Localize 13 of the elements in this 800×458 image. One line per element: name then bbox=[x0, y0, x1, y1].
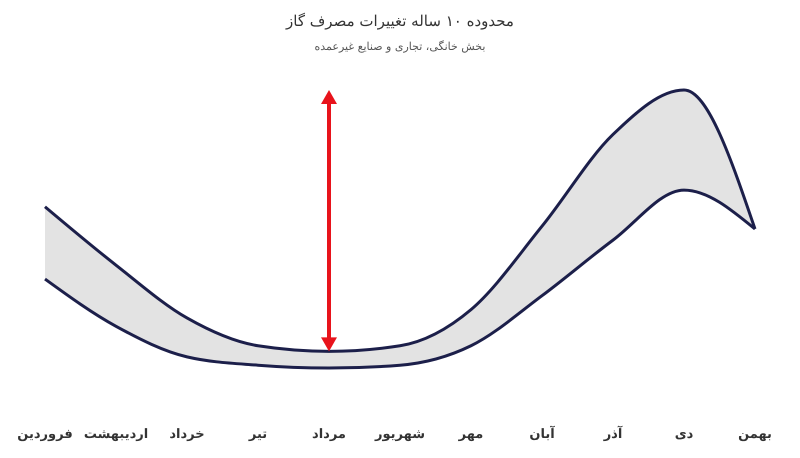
chart-title: محدوده ۱۰ ساله تغییرات مصرف گاز bbox=[285, 12, 514, 30]
x-tick-label: خرداد bbox=[169, 427, 205, 442]
x-tick-label: اردیبهشت bbox=[84, 427, 148, 442]
x-tick-label: مرداد bbox=[312, 427, 346, 442]
x-tick-label: فروردین bbox=[17, 427, 73, 442]
x-tick-label: مهر bbox=[458, 427, 484, 442]
x-tick-label: آبان bbox=[529, 425, 556, 442]
x-tick-label: بهمن bbox=[738, 427, 772, 442]
x-tick-label: آذر bbox=[602, 425, 623, 442]
x-tick-label: دی bbox=[674, 427, 694, 442]
x-tick-label: تیر bbox=[248, 427, 268, 442]
x-tick-label: شهریور bbox=[374, 427, 425, 442]
chart-subtitle: بخش خانگی، تجاری و صنایع غیرعمده bbox=[314, 40, 486, 53]
